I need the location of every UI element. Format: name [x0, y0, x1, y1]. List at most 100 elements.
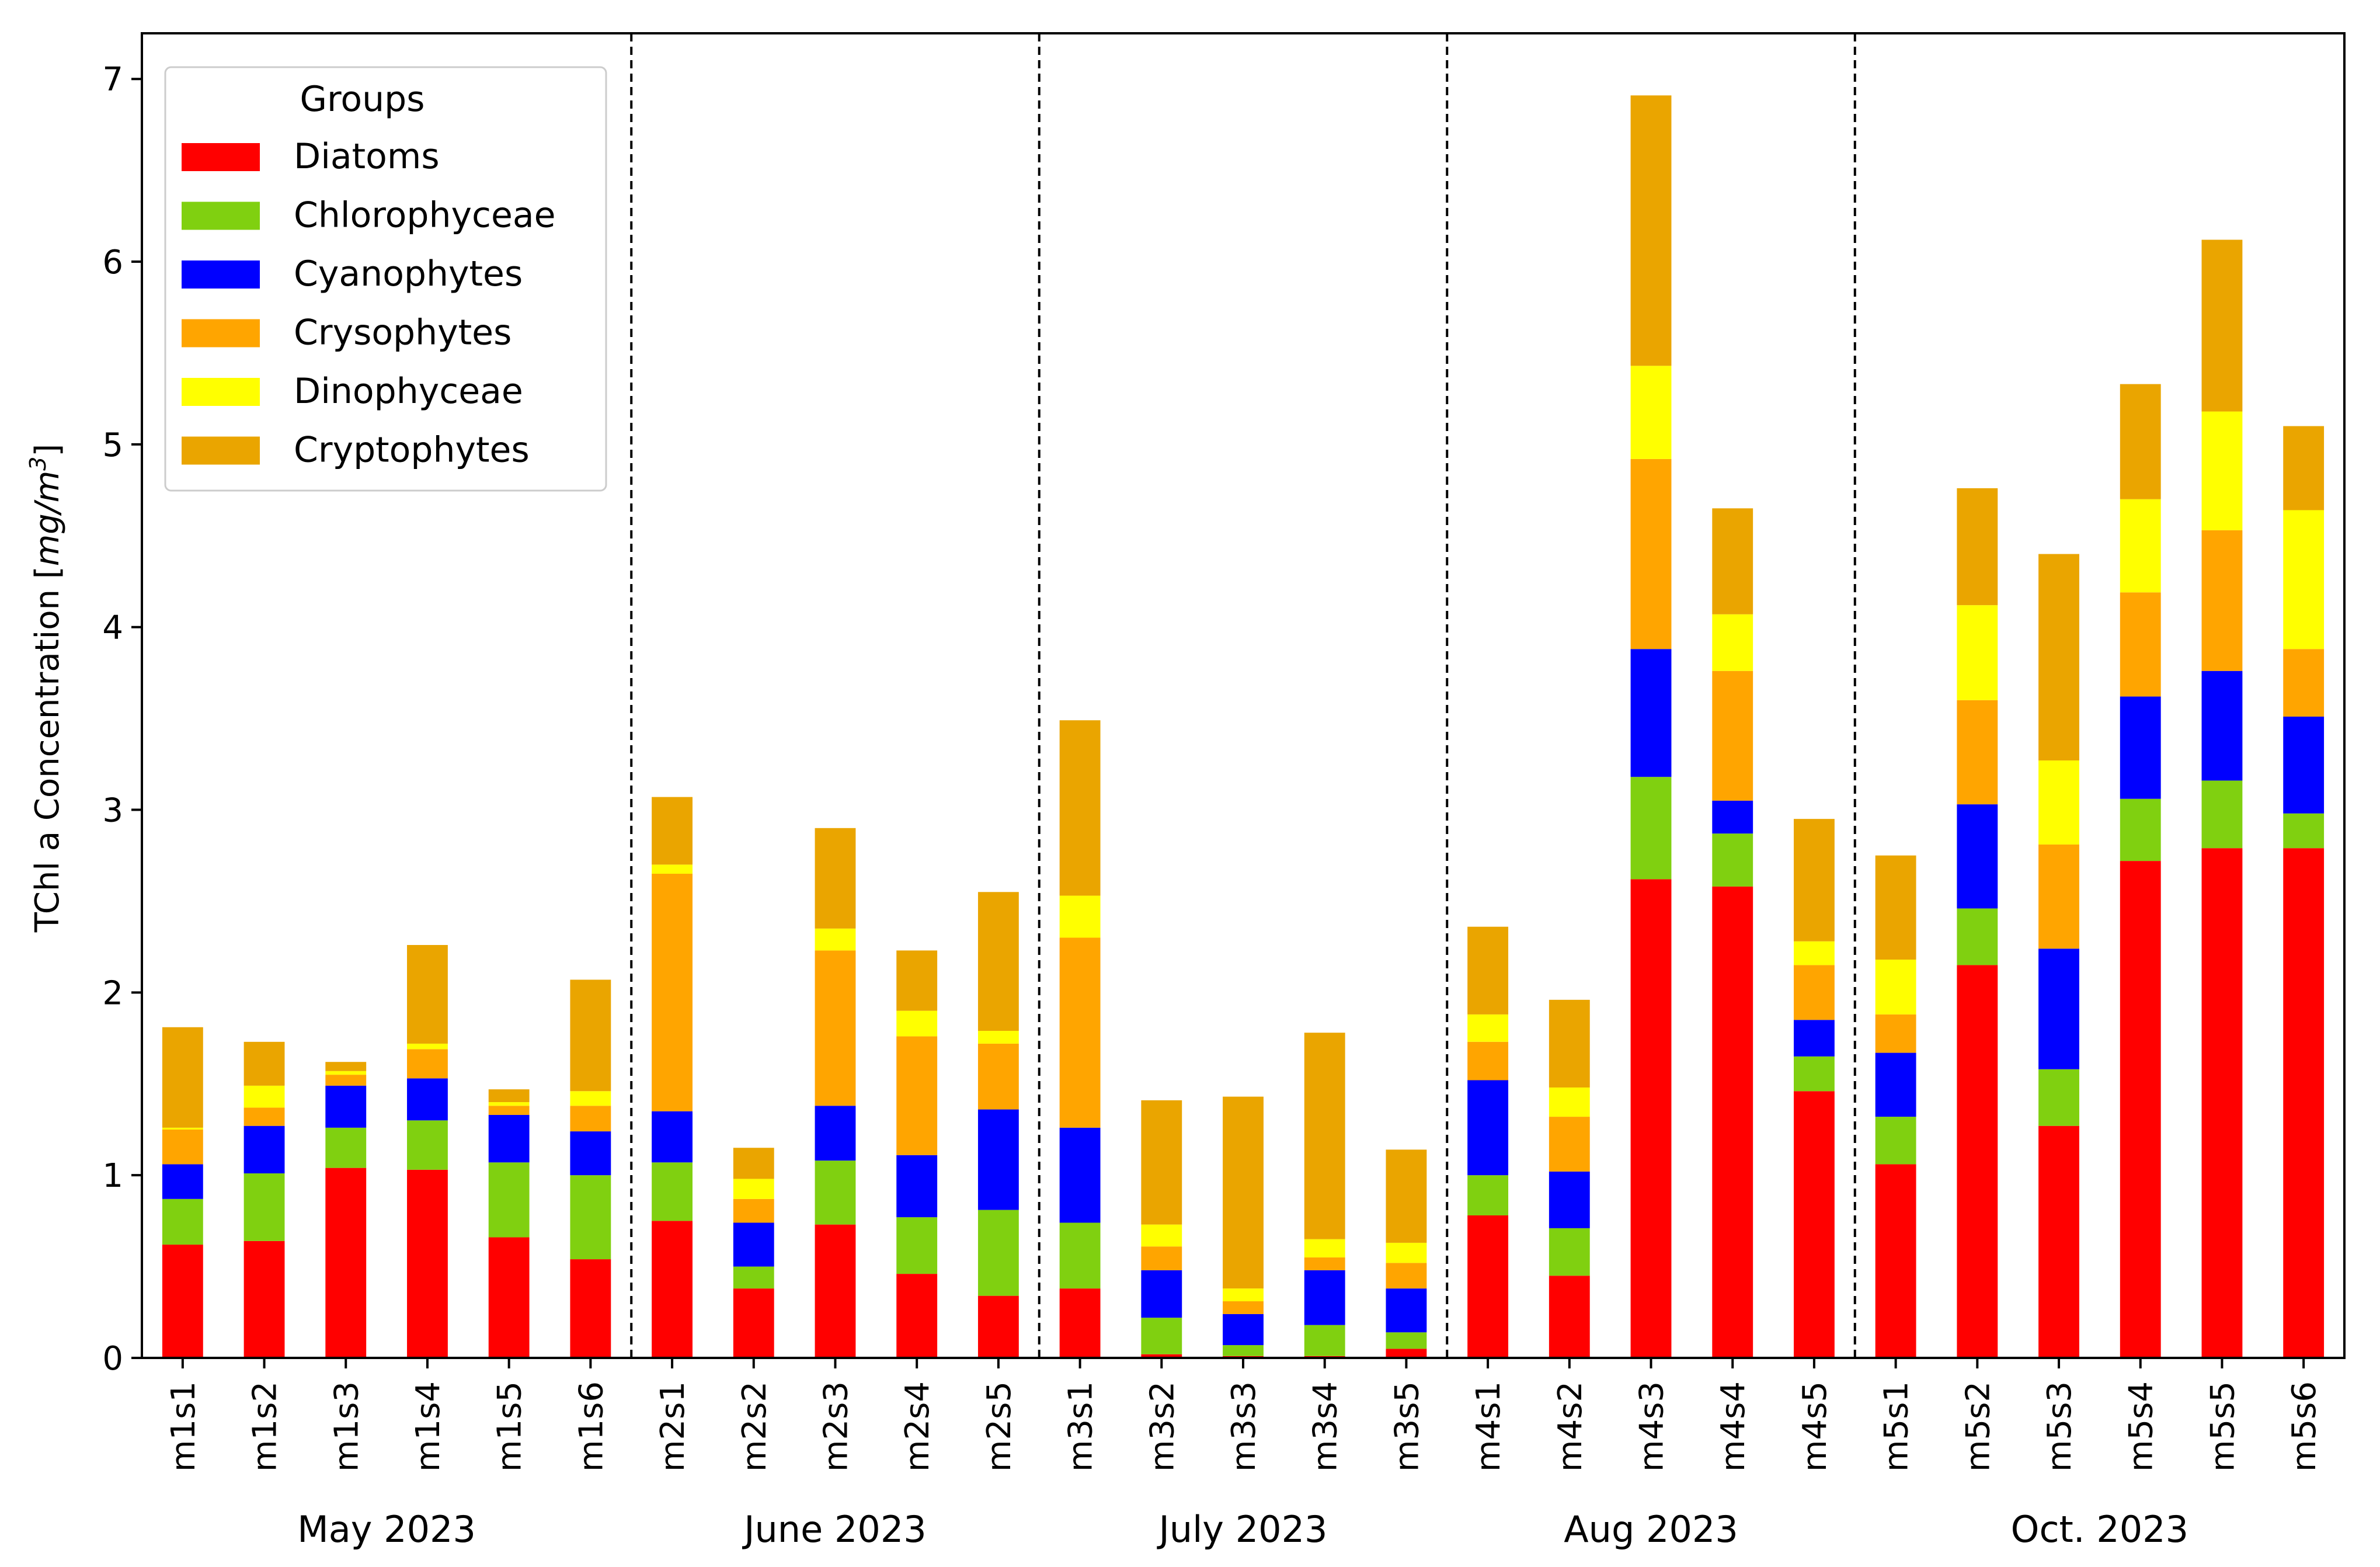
bar-m1s1-chlorophyceae [162, 1198, 203, 1245]
bar-m4s3-cyanophytes [1630, 649, 1672, 777]
bar-m1s6-cyanophytes [570, 1131, 611, 1176]
bars-layer [162, 95, 2325, 1358]
bar-m4s3-cryptophytes [1630, 95, 1672, 366]
bar-m2s1-crysophytes [652, 874, 693, 1111]
bar-m3s5-diatoms [1386, 1349, 1427, 1358]
bar-m1s6-diatoms [570, 1259, 611, 1358]
bar-m1s6-dinophyceae [570, 1091, 611, 1106]
y-axis-label-unit-exponent: 3 [25, 457, 51, 471]
bar-m4s5-diatoms [1794, 1091, 1835, 1358]
bar-m5s3-cyanophytes [2038, 948, 2079, 1069]
bar-m5s4-chlorophyceae [2120, 798, 2161, 861]
bar-m1s4-diatoms [407, 1169, 448, 1358]
bar-m1s2-dinophyceae [243, 1085, 285, 1108]
bar-m2s4-dinophyceae [896, 1010, 938, 1037]
bar-m4s1-diatoms [1467, 1215, 1509, 1358]
bar-m5s2-chlorophyceae [1957, 908, 1998, 965]
bar-m5s6-diatoms [2283, 848, 2325, 1358]
bar-m3s4-cyanophytes [1304, 1270, 1345, 1325]
bar-m5s1-cryptophytes [1875, 855, 1916, 960]
bar-m1s1-diatoms [162, 1245, 203, 1358]
bar-m2s5-diatoms [977, 1295, 1019, 1358]
bar-m5s2-cryptophytes [1957, 488, 1998, 606]
bar-m2s2-diatoms [733, 1288, 774, 1358]
bar-m5s3-cryptophytes [2038, 554, 2079, 761]
bar-m4s3-diatoms [1630, 879, 1672, 1358]
bar-m3s5-crysophytes [1386, 1263, 1427, 1289]
bar-m5s2-dinophyceae [1957, 605, 1998, 700]
bar-m1s1-cyanophytes [162, 1164, 203, 1199]
bar-m5s6-dinophyceae [2283, 510, 2325, 649]
legend-swatch-diatoms [182, 143, 260, 171]
bar-m3s2-diatoms [1141, 1354, 1182, 1358]
bar-m4s3-crysophytes [1630, 458, 1672, 649]
bar-m5s5-dinophyceae [2201, 411, 2243, 530]
bar-m2s2-cyanophytes [733, 1222, 774, 1267]
bar-m4s5-cyanophytes [1794, 1020, 1835, 1057]
x-tick-label: m2s4 [899, 1381, 937, 1472]
bar-m5s3-crysophytes [2038, 844, 2079, 949]
bar-m5s1-chlorophyceae [1875, 1117, 1916, 1165]
bar-m1s3-crysophytes [325, 1075, 367, 1086]
bar-m5s3-diatoms [2038, 1125, 2079, 1358]
x-tick-label: m5s5 [2204, 1381, 2242, 1472]
bar-m3s1-diatoms [1059, 1288, 1101, 1358]
bar-m5s6-cryptophytes [2283, 426, 2325, 510]
bar-m1s2-diatoms [243, 1241, 285, 1358]
bar-m4s4-dinophyceae [1712, 614, 1753, 671]
bar-m3s5-cyanophytes [1386, 1288, 1427, 1333]
bar-m4s2-cryptophytes [1549, 999, 1590, 1088]
bar-m1s6-chlorophyceae [570, 1175, 611, 1260]
legend-swatch-cryptophytes [182, 436, 260, 465]
x-tick-label: m4s2 [1551, 1381, 1589, 1472]
bar-m1s2-cyanophytes [243, 1125, 285, 1174]
x-tick-label: m3s2 [1143, 1381, 1181, 1472]
month-group-label: June 2023 [742, 1508, 927, 1551]
legend-title: Groups [300, 79, 425, 120]
bar-m4s1-dinophyceae [1467, 1014, 1509, 1042]
axes-layer: 0 1 2 3 4 5 6 7 m1s1 m1s2 m1s3 m1s4 m1s5 m1s6 m2s1 m2s2… [102, 32, 2346, 1551]
bar-m2s4-cyanophytes [896, 1155, 938, 1218]
x-tick-label: m5s2 [1959, 1381, 1997, 1472]
bar-m5s2-crysophytes [1957, 700, 1998, 805]
bar-m1s4-chlorophyceae [407, 1120, 448, 1170]
legend: Groups Diatoms Chlorophyceae Cyanophytes Cry… [164, 66, 607, 492]
bar-m1s5-chlorophyceae [488, 1162, 530, 1238]
bar-m4s4-cryptophytes [1712, 508, 1753, 614]
x-tick-label: m5s3 [2041, 1381, 2079, 1472]
bar-m5s5-cyanophytes [2201, 670, 2243, 781]
bar-m5s1-diatoms [1875, 1164, 1916, 1358]
bar-m2s5-cyanophytes [977, 1109, 1019, 1210]
bar-m5s5-cryptophytes [2201, 239, 2243, 412]
bar-m1s3-cryptophytes [325, 1062, 367, 1071]
bar-m2s2-dinophyceae [733, 1179, 774, 1199]
bar-m2s1-chlorophyceae [652, 1162, 693, 1221]
bar-m4s1-crysophytes [1467, 1041, 1509, 1080]
bar-m3s4-dinophyceae [1304, 1239, 1345, 1257]
bar-m4s5-dinophyceae [1794, 941, 1835, 965]
y-axis-label: TChl a Concentration [mg/m3] [25, 444, 67, 933]
bar-m4s2-cyanophytes [1549, 1171, 1590, 1228]
bar-m1s3-dinophyceae [325, 1071, 367, 1075]
legend-swatch-crysophytes [182, 319, 260, 348]
x-tick-label: m3s1 [1062, 1381, 1100, 1472]
bar-m3s2-dinophyceae [1141, 1224, 1182, 1247]
bar-m5s6-chlorophyceae [2283, 813, 2325, 849]
bar-m2s3-diatoms [815, 1224, 856, 1358]
x-tick-label: m2s2 [736, 1381, 774, 1472]
bar-m2s3-cryptophytes [815, 828, 856, 929]
bar-m4s4-crysophytes [1712, 670, 1753, 801]
bar-m3s3-dinophyceae [1223, 1288, 1264, 1302]
bar-m5s2-diatoms [1957, 965, 1998, 1358]
bar-m3s3-chlorophyceae [1223, 1345, 1264, 1356]
bar-m2s1-dinophyceae [652, 864, 693, 874]
legend-swatch-chlorophyceae [182, 201, 260, 230]
bar-m5s1-crysophytes [1875, 1014, 1916, 1053]
bar-m3s3-cyanophytes [1223, 1314, 1264, 1346]
y-axis-label-prefix: TChl a Concentration [ [29, 566, 67, 933]
bar-m5s5-chlorophyceae [2201, 780, 2243, 849]
legend-label-diatoms: Diatoms [294, 136, 440, 177]
x-tick-label: m1s1 [165, 1381, 203, 1472]
x-tick-label: m4s5 [1796, 1381, 1834, 1472]
axis-labels: TChl a Concentration [mg/m3] [25, 444, 67, 933]
